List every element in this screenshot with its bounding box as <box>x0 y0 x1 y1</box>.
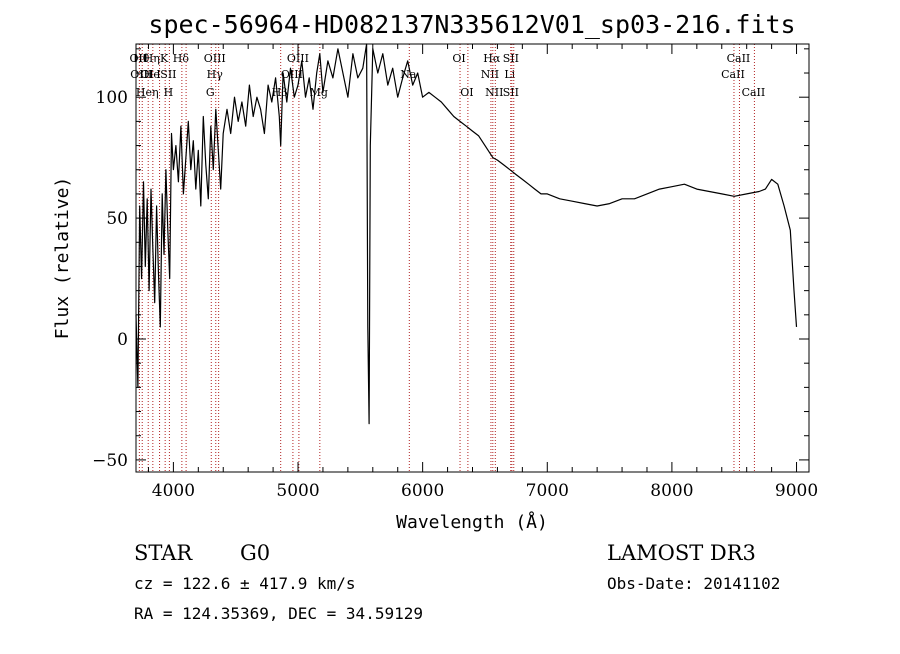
x-tick-label-2: 6000 <box>401 481 444 501</box>
ra-dec: RA = 124.35369, DEC = 34.59129 <box>134 604 423 623</box>
object-class: STAR <box>134 541 193 565</box>
line-label-25-mid: CaII <box>721 68 745 81</box>
line-label-0-top: OII <box>130 52 148 65</box>
line-label-3-top: Hη <box>144 52 160 65</box>
line-label-2-mid: OI <box>141 68 154 81</box>
y-tick-label-1: 0 <box>117 330 128 350</box>
spectrum-layer <box>135 43 798 425</box>
line-label-17-top: OI <box>452 52 465 65</box>
line-label-22-mid: Li <box>504 68 515 81</box>
line-label-3-mid: He <box>144 68 160 81</box>
x-axis-label: Wavelength (Å) <box>396 511 548 533</box>
y-tick-label-3: 100 <box>96 88 128 108</box>
line-label-7-top: Hδ <box>173 52 190 65</box>
y-tick-label-0: −50 <box>92 451 128 471</box>
line-label-14-top: OIII <box>287 52 309 65</box>
line-label-26-top: CaII <box>727 52 751 65</box>
x-tick-label-0: 4000 <box>152 481 195 501</box>
observation-date: Obs-Date: 20141102 <box>607 574 780 593</box>
tick-layer: 4000 5000 6000 7000 8000 9000 −50 0 50 100 <box>92 44 818 501</box>
line-label-19-mid: NII <box>481 68 499 81</box>
line-label-9-bottom: G <box>206 86 215 99</box>
spectrum-series-flux <box>135 43 798 425</box>
line-label-10-top: OIII <box>204 52 226 65</box>
line-label-5-top: K <box>160 52 169 65</box>
redshift-cz: cz = 122.6 ± 417.9 km/s <box>134 574 356 593</box>
line-label-1-top: Hθ <box>133 52 150 65</box>
line-label-4-mid: I <box>156 68 160 81</box>
x-tick-label-5: 9000 <box>775 481 818 501</box>
survey-name: LAMOST DR3 <box>607 541 756 565</box>
line-label-6-mid: SII <box>160 68 176 81</box>
line-label-10-mid: Hγ <box>207 68 224 81</box>
line-label-12-bottom: Hβ <box>272 86 288 99</box>
line-label-18-bottom: OI <box>460 86 473 99</box>
line-label-23-bottom: SII <box>503 86 519 99</box>
line-label-21-bottom: NII <box>485 86 503 99</box>
y-tick-label-2: 50 <box>106 209 128 229</box>
y-axis-label: Flux (relative) <box>52 177 73 340</box>
plot-frame <box>135 43 810 473</box>
object-subclass: G0 <box>240 541 270 565</box>
line-label-23-top: SII <box>503 52 519 65</box>
x-tick-label-4: 8000 <box>650 481 693 501</box>
line-label-27-bottom: CaII <box>742 86 766 99</box>
x-tick-label-3: 7000 <box>526 481 569 501</box>
chart-title: spec-56964-HD082137N335612V01_sp03-216.f… <box>148 10 795 39</box>
x-tick-label-1: 5000 <box>276 481 319 501</box>
line-label-15-bottom: Mg <box>310 86 328 99</box>
line-label-20-top: Hα <box>483 52 501 65</box>
line-label-6-bottom: H <box>164 86 174 99</box>
